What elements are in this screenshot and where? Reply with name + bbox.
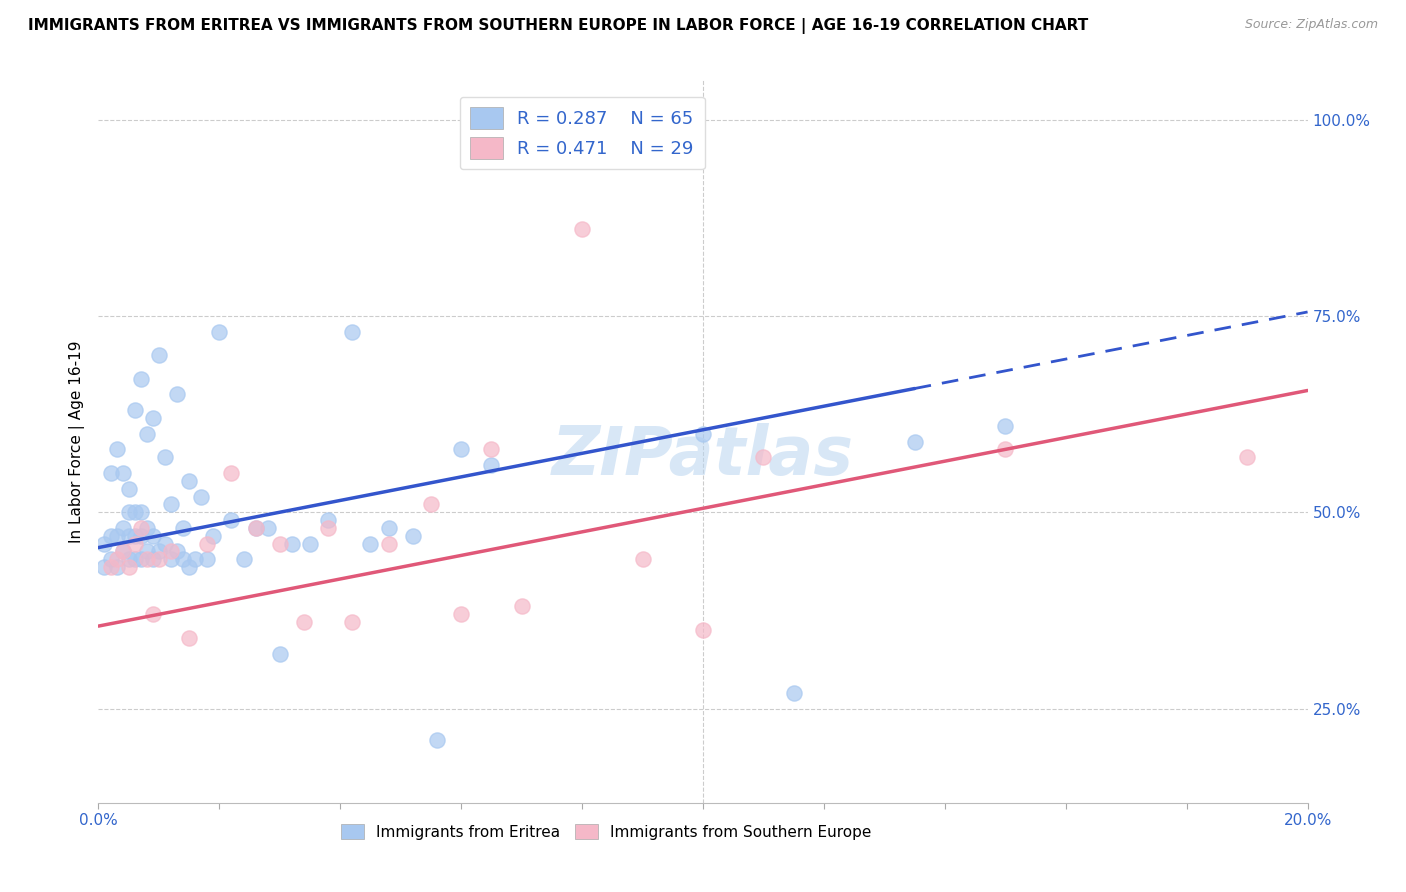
Point — [142, 552, 165, 566]
Point — [402, 529, 425, 543]
Point — [124, 505, 146, 519]
Point — [142, 529, 165, 543]
Point — [105, 560, 128, 574]
Point — [245, 521, 267, 535]
Text: ZIPatlas: ZIPatlas — [553, 423, 853, 489]
Point — [153, 450, 176, 465]
Point — [135, 426, 157, 441]
Point — [179, 631, 201, 645]
Point — [184, 552, 207, 566]
Point — [118, 560, 141, 574]
Point — [221, 466, 243, 480]
Point — [342, 325, 364, 339]
Point — [160, 544, 183, 558]
Point — [160, 497, 183, 511]
Point — [783, 686, 806, 700]
Point — [202, 529, 225, 543]
Point — [221, 513, 243, 527]
Point — [631, 552, 654, 566]
Point — [166, 544, 188, 558]
Point — [420, 497, 443, 511]
Point — [281, 536, 304, 550]
Point — [118, 505, 141, 519]
Text: IMMIGRANTS FROM ERITREA VS IMMIGRANTS FROM SOUTHERN EUROPE IN LABOR FORCE | AGE : IMMIGRANTS FROM ERITREA VS IMMIGRANTS FR… — [28, 18, 1088, 34]
Point — [129, 505, 152, 519]
Point — [232, 552, 254, 566]
Point — [269, 536, 291, 550]
Point — [172, 521, 194, 535]
Point — [111, 544, 134, 558]
Point — [426, 733, 449, 747]
Point — [1236, 450, 1258, 465]
Point — [481, 442, 503, 457]
Point — [692, 623, 714, 637]
Point — [256, 521, 278, 535]
Point — [100, 552, 122, 566]
Point — [299, 536, 322, 550]
Point — [190, 490, 212, 504]
Point — [481, 458, 503, 472]
Point — [105, 529, 128, 543]
Point — [105, 442, 128, 457]
Point — [510, 599, 533, 614]
Point — [153, 536, 176, 550]
Point — [118, 552, 141, 566]
Point — [142, 607, 165, 622]
Point — [752, 450, 775, 465]
Point — [195, 552, 218, 566]
Point — [179, 560, 201, 574]
Point — [93, 560, 115, 574]
Point — [129, 552, 152, 566]
Point — [269, 647, 291, 661]
Point — [135, 544, 157, 558]
Point — [124, 403, 146, 417]
Point — [195, 536, 218, 550]
Point — [124, 536, 146, 550]
Point — [450, 442, 472, 457]
Point — [342, 615, 364, 630]
Point — [292, 615, 315, 630]
Point — [377, 521, 399, 535]
Point — [571, 222, 593, 236]
Point — [118, 529, 141, 543]
Point — [142, 411, 165, 425]
Point — [160, 552, 183, 566]
Point — [129, 521, 152, 535]
Point — [100, 466, 122, 480]
Point — [316, 513, 339, 527]
Point — [904, 434, 927, 449]
Point — [100, 529, 122, 543]
Point — [111, 521, 134, 535]
Y-axis label: In Labor Force | Age 16-19: In Labor Force | Age 16-19 — [69, 340, 84, 543]
Point — [450, 607, 472, 622]
Point — [994, 418, 1017, 433]
Point — [135, 521, 157, 535]
Point — [692, 426, 714, 441]
Point — [316, 521, 339, 535]
Point — [360, 536, 382, 550]
Point — [994, 442, 1017, 457]
Point — [124, 552, 146, 566]
Point — [129, 372, 152, 386]
Point — [148, 544, 170, 558]
Point — [129, 529, 152, 543]
Point — [148, 552, 170, 566]
Point — [179, 474, 201, 488]
Point — [111, 466, 134, 480]
Point — [135, 552, 157, 566]
Point — [124, 529, 146, 543]
Point — [245, 521, 267, 535]
Point — [172, 552, 194, 566]
Point — [93, 536, 115, 550]
Point — [377, 536, 399, 550]
Point — [100, 560, 122, 574]
Point — [118, 482, 141, 496]
Point — [166, 387, 188, 401]
Point — [111, 544, 134, 558]
Point — [105, 552, 128, 566]
Text: Source: ZipAtlas.com: Source: ZipAtlas.com — [1244, 18, 1378, 31]
Legend: Immigrants from Eritrea, Immigrants from Southern Europe: Immigrants from Eritrea, Immigrants from… — [335, 818, 877, 846]
Point — [148, 348, 170, 362]
Point — [208, 325, 231, 339]
